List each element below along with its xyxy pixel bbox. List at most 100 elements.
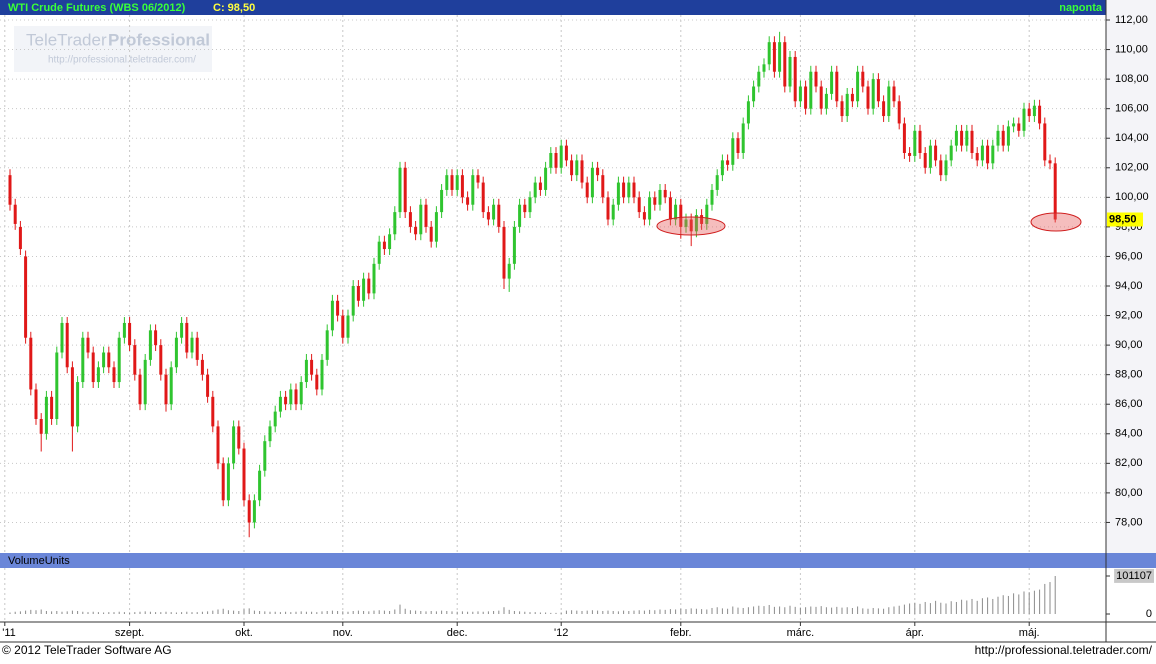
candle-body [819, 86, 823, 109]
candle-body [263, 441, 267, 471]
candle-body [398, 167, 402, 213]
volume-bar [87, 612, 89, 614]
candle-body [1006, 126, 1010, 146]
candle-body [856, 71, 860, 102]
candle-body [741, 123, 745, 153]
close-value: C: 98,50 [213, 2, 255, 14]
candle-body [700, 215, 704, 224]
volume-bar [243, 609, 245, 614]
volume-bar [181, 612, 183, 614]
volume-bar [191, 612, 193, 614]
candle-body [294, 389, 298, 405]
y-tick-label: 104,00 [1115, 132, 1149, 144]
candle-body [1053, 163, 1057, 220]
volume-bar [519, 611, 521, 614]
candle-body [445, 175, 449, 190]
y-tick-label: 0 [1146, 608, 1152, 620]
candle-body [954, 130, 958, 146]
volume-bar [753, 606, 755, 614]
candle-body [668, 197, 672, 220]
candle-body [970, 130, 974, 153]
candle-body [65, 322, 69, 368]
candle-body [559, 145, 563, 168]
candle-body [393, 212, 397, 235]
volume-bar [950, 601, 952, 614]
volume-bar [134, 612, 136, 614]
volume-bar [409, 610, 411, 614]
volume-bar [966, 600, 968, 614]
volume-bar [758, 605, 760, 614]
volume-bar [909, 603, 911, 614]
y-tick-label: 102,00 [1115, 162, 1149, 174]
candle-body [908, 153, 912, 156]
volume-bar [898, 605, 900, 614]
y-tick-label: 84,00 [1115, 428, 1143, 440]
candle-body [1017, 123, 1021, 131]
candle-body [299, 382, 303, 405]
volume-bar [576, 610, 578, 614]
volume-bar [30, 609, 32, 614]
volume-bar [352, 610, 354, 614]
candle-body [117, 337, 121, 383]
volume-bar [383, 610, 385, 614]
volume-bar [238, 610, 240, 614]
volume-bar [841, 607, 843, 614]
volume-bar [82, 611, 84, 614]
candle-body [939, 160, 943, 176]
candle-body [720, 160, 724, 176]
candle-body [845, 93, 849, 117]
volume-bar [571, 610, 573, 614]
volume-bar [607, 610, 609, 614]
candle-body [788, 56, 792, 87]
candle-body [778, 42, 782, 72]
volume-bar [217, 609, 219, 614]
volume-bar [233, 610, 235, 614]
annotation-ellipse [1030, 212, 1082, 232]
volume-bar [92, 611, 94, 614]
volume-bar [992, 598, 994, 614]
candle-body [679, 204, 683, 227]
candle-body [24, 256, 28, 338]
candle-body [60, 322, 64, 353]
volume-bar [768, 604, 770, 614]
volume-bar [357, 610, 359, 614]
x-tick-label: szept. [115, 627, 144, 639]
candle-body [159, 345, 163, 375]
candle-body [315, 374, 319, 390]
candle-body [330, 300, 334, 331]
volume-bar [1049, 582, 1051, 614]
volume-bar [680, 608, 682, 614]
volume-bar [264, 611, 266, 614]
volume-bar [274, 611, 276, 614]
volume-bar [285, 611, 287, 614]
candle-body [211, 396, 215, 427]
candle-body [975, 153, 979, 161]
candle-body [242, 448, 246, 501]
volume-bar [560, 612, 562, 614]
candle-body [289, 389, 293, 405]
volume-bar [259, 610, 261, 614]
volume-bar [420, 610, 422, 614]
x-tick-label: dec. [447, 627, 468, 639]
candle-body [148, 330, 152, 360]
plot: '11 szept. okt. nov. dec. '12 febr. márc. ápr. má… [0, 14, 1154, 639]
candle-body [965, 130, 969, 146]
volume-bar [295, 611, 297, 614]
volume-bar [1002, 595, 1004, 614]
candle-body [258, 470, 262, 501]
candle-body [809, 71, 813, 109]
candle-body [440, 189, 444, 213]
volume-bar [71, 610, 73, 614]
volume-bar [331, 610, 333, 614]
candle-body [523, 204, 527, 213]
volume-bar [508, 609, 510, 614]
volume-bar [742, 607, 744, 614]
volume-bar [482, 611, 484, 614]
volume-bar [888, 607, 890, 614]
candle-body [642, 212, 646, 220]
volume-bar [186, 611, 188, 614]
volume-bar [529, 612, 531, 614]
candle-body [481, 182, 485, 213]
volume-bar [851, 607, 853, 614]
